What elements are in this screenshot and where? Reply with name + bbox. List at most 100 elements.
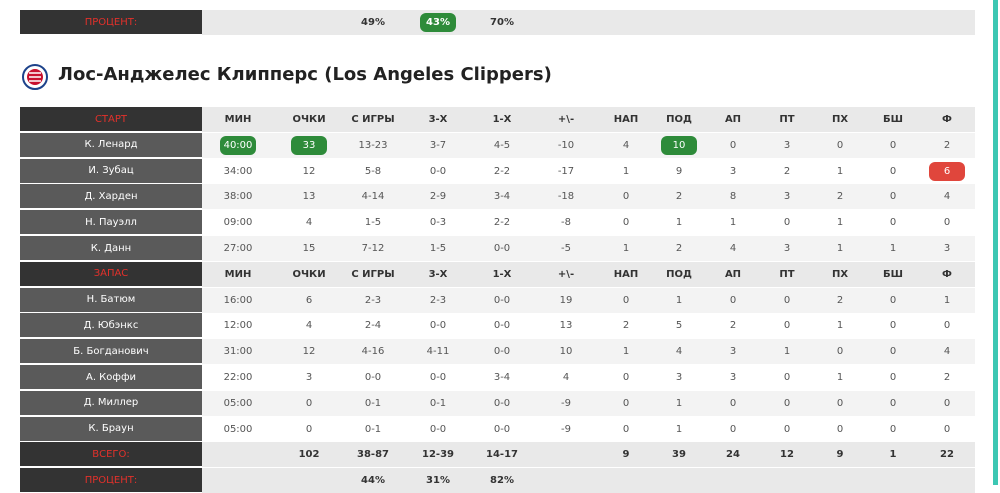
row-label: СТАРТ [20,107,202,132]
column-header: ПХ [831,114,849,125]
column-header: ОЧКИ [292,268,326,280]
column-header: ПОД [666,114,692,125]
stat-cell: 13-23 [358,139,388,151]
stat-cell: -8 [561,217,571,229]
stat-cell: 9 [622,449,630,461]
player-name: К. Браун [20,416,202,442]
stat-cell: 0 [783,423,791,435]
stat-cell: -5 [561,243,571,254]
stat-cell: 2-3 [429,294,447,306]
column-header: Ф [942,268,952,280]
stat-cell: 3 [305,372,313,383]
column-header: ОЧКИ [292,114,326,125]
stat-cell: 0-0 [364,372,382,383]
row-label: ПРОЦЕНТ: [20,468,202,493]
highlight-badge: 33 [291,135,327,155]
stat-cell: 12 [302,165,316,177]
stat-cell: 3 [783,191,791,203]
column-header: 3-Х [428,268,448,280]
stat-cell: 19 [559,294,573,306]
stat-cell: 0 [305,423,313,435]
stat-cell: 1 [675,217,683,229]
stat-cell: 0 [836,139,844,151]
column-header: ПТ [779,268,795,280]
stat-cell: -9 [561,423,571,435]
stat-cell: 9 [836,449,844,461]
stat-cell: 8 [729,191,737,203]
stat-cell: 9 [675,165,683,177]
stat-cell: 3 [943,243,951,254]
stat-cell: 4 [622,139,630,151]
stat-cell: 82% [490,475,514,487]
team-logo [22,64,48,90]
stat-cell: 0 [783,217,791,229]
stat-cell: 49% [361,17,385,28]
stat-cell: 102 [298,449,320,461]
stat-cell: 2-2 [493,165,511,177]
stat-cell: 2 [675,243,683,254]
column-header: НАП [613,268,639,280]
stat-cell: 4 [305,320,313,332]
stat-cell: 1 [783,346,791,358]
stat-cell: 2 [836,191,844,203]
stat-cell: 0-1 [429,397,447,409]
player-name: Д. Юбэнкс [20,313,202,339]
stat-cell: 3 [729,372,737,383]
column-header: АП [724,114,742,125]
stat-cell: 1 [836,320,844,332]
stat-cell: 4-14 [361,191,385,203]
stat-cell: 0 [889,423,897,435]
stat-cell: 16:00 [223,294,253,306]
player-name: Н. Пауэлл [20,210,202,236]
column-header: С ИГРЫ [351,268,395,280]
stat-cell: 0 [889,294,897,306]
stat-cell: -17 [557,165,575,177]
player-name: К. Данн [20,236,202,261]
stat-cell: 0-1 [364,397,382,409]
stat-cell: 0-1 [364,423,382,435]
stat-cell: 15 [302,243,316,254]
stat-cell: 0 [729,294,737,306]
stat-cell: 0 [622,372,630,383]
stat-cell: 1 [836,165,844,177]
stat-cell: 1 [675,423,683,435]
stat-cell: 70% [490,17,514,28]
stat-cell: 1 [622,165,630,177]
stat-cell: 0 [622,191,630,203]
stat-cell: 09:00 [223,217,253,229]
stat-cell: 4-5 [493,139,511,151]
stat-cell: 43% [408,10,468,35]
stat-cell: 05:00 [223,397,253,409]
stat-cell: 12 [302,346,316,358]
stat-cell: 2-2 [493,217,511,229]
stat-cell: 1-5 [429,243,447,254]
stat-cell: 24 [726,449,740,461]
stat-cell: 3-7 [429,139,447,151]
stat-cell: 1 [622,346,630,358]
stat-cell: 0-0 [493,423,511,435]
stat-cell: 33 [279,133,339,158]
column-header: Ф [942,114,952,125]
stat-cell: 0 [622,217,630,229]
stat-cell: 0-0 [429,372,447,383]
stat-cell: 0 [943,397,951,409]
stat-cell: 0-0 [493,397,511,409]
stat-cell: 4 [943,346,951,358]
stat-cell: 1 [836,243,844,254]
stat-cell: 12 [780,449,794,461]
stat-cell: 0 [729,423,737,435]
stat-cell: 4 [305,217,313,229]
stat-cell: 0-0 [493,346,511,358]
stat-cell: 3 [729,346,737,358]
stat-cell: 0 [783,372,791,383]
stat-cell: 3 [783,139,791,151]
highlight-badge: 6 [929,161,965,181]
stat-cell: 0 [305,397,313,409]
stat-cell: 14-17 [486,449,518,461]
stat-cell: 0 [889,165,897,177]
player-name: Д. Миллер [20,390,202,416]
player-name: Н. Батюм [20,287,202,313]
column-header: 1-Х [492,268,512,280]
highlight-badge: 40:00 [220,135,256,155]
